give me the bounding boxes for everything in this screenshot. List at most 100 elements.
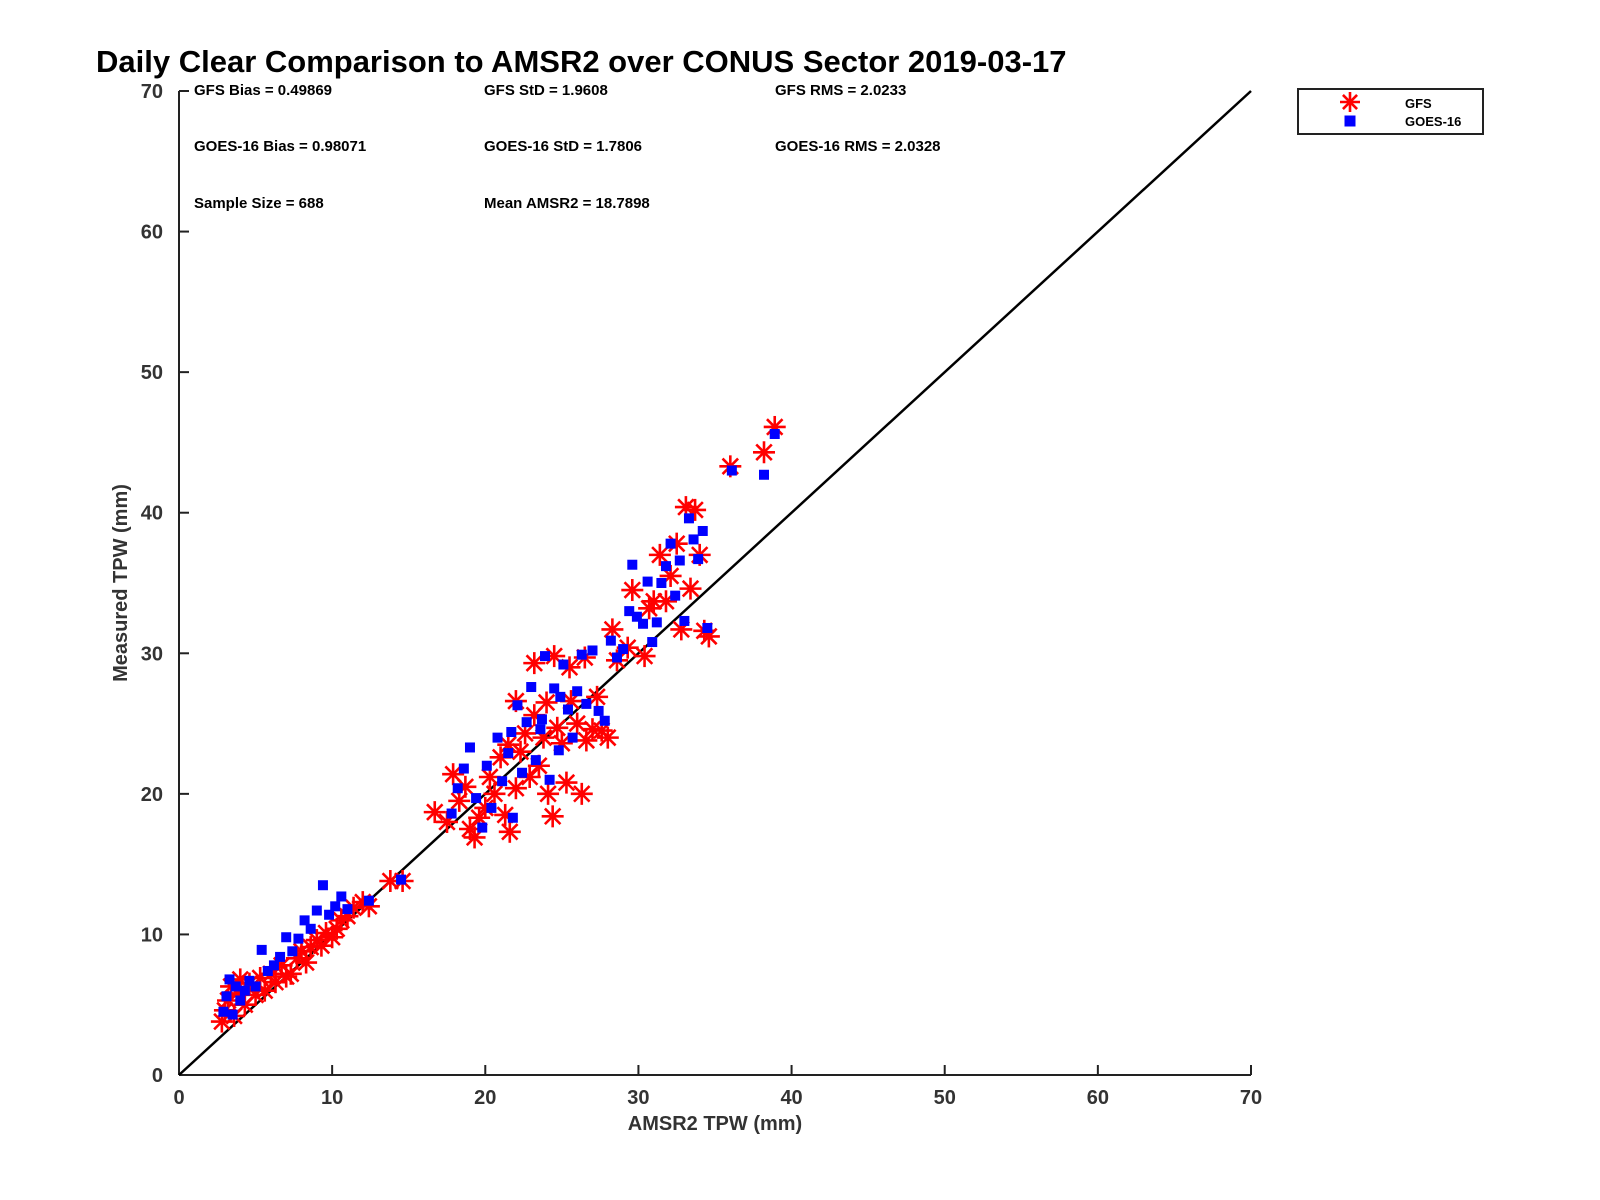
gfs-point	[566, 712, 589, 735]
x-tick-label: 10	[321, 1087, 343, 1109]
goes16-point	[275, 951, 286, 962]
goes16-point	[235, 995, 246, 1006]
gfs-point	[523, 652, 546, 675]
stat-text: GFS RMS = 2.0233	[775, 82, 906, 99]
stat-text: Mean AMSR2 = 18.7898	[484, 195, 650, 212]
goes16-point	[250, 981, 261, 992]
goes16-point	[759, 469, 770, 480]
y-tick-label: 50	[141, 362, 163, 384]
goes16-point	[665, 538, 676, 549]
gfs-point	[679, 577, 702, 600]
gfs-point	[546, 716, 569, 739]
gfs-point	[665, 532, 688, 555]
goes16-point	[492, 732, 503, 743]
goes16-point	[683, 513, 694, 524]
y-tick-label: 10	[141, 924, 163, 946]
goes16-point	[521, 717, 532, 728]
goes16-point	[281, 932, 292, 943]
x-tick-label: 50	[934, 1087, 956, 1109]
legend-asterisk	[1340, 92, 1360, 112]
goes16-point	[512, 700, 523, 711]
goes16-point	[688, 534, 699, 545]
goes16-point	[471, 793, 482, 804]
goes16-point	[452, 783, 463, 794]
gfs-point	[295, 951, 318, 974]
x-tick-label: 20	[474, 1087, 496, 1109]
goes16-point	[305, 923, 316, 934]
goes16-point	[769, 428, 780, 439]
stat-text: Sample Size = 688	[194, 195, 324, 212]
y-tick-label: 40	[141, 503, 163, 525]
gfs-point	[483, 782, 506, 805]
goes16-point	[638, 618, 649, 629]
goes16-point	[227, 1009, 238, 1020]
goes16-point	[224, 974, 235, 985]
stat-text: GOES-16 StD = 1.7806	[484, 138, 642, 155]
goes16-point	[693, 554, 704, 565]
goes16-point	[299, 915, 310, 926]
goes16-point	[230, 981, 241, 992]
goes16-point	[342, 904, 353, 915]
gfs-point	[753, 441, 776, 464]
goes16-point	[535, 724, 546, 735]
legend-box	[1297, 88, 1484, 135]
goes16-point	[540, 651, 551, 662]
goes16-point	[256, 944, 267, 955]
gfs-point	[633, 645, 656, 668]
y-tick-label: 20	[141, 784, 163, 806]
goes16-point	[464, 742, 475, 753]
gfs-point	[642, 590, 665, 613]
goes16-point	[244, 975, 255, 986]
goes16-point	[526, 682, 537, 693]
stats-block: GFS Bias = 0.49869 GFS StD = 1.9608 GFS RM…	[194, 82, 941, 212]
gfs-point	[423, 801, 446, 824]
goes16-point	[221, 991, 232, 1002]
goes16-point	[497, 776, 508, 787]
y-tick-label: 30	[141, 643, 163, 665]
goes16-point	[642, 576, 653, 587]
goes16-point	[611, 652, 622, 663]
goes16-point	[679, 615, 690, 626]
stat-text: GOES-16 RMS = 2.0328	[775, 138, 941, 155]
x-axis-title: AMSR2 TPW (mm)	[628, 1113, 802, 1135]
goes16-point	[697, 525, 708, 536]
gfs-point	[601, 618, 624, 641]
goes16-point	[477, 822, 488, 833]
goes16-point	[656, 578, 667, 588]
series-goes-16	[218, 428, 780, 1020]
goes16-point	[262, 965, 273, 976]
gfs-point	[648, 543, 671, 566]
goes16-point	[268, 960, 279, 971]
goes16-point	[670, 590, 681, 601]
goes16-point	[481, 760, 492, 771]
goes16-point	[726, 465, 737, 476]
gfs-point	[535, 691, 558, 714]
legend-gfs-marker	[1340, 92, 1360, 112]
goes16-point	[530, 755, 541, 766]
goes16-point	[558, 659, 569, 670]
goes16-point	[631, 611, 642, 622]
goes16-point	[555, 691, 566, 702]
gfs-point	[498, 820, 521, 843]
legend-goes16-label: GOES-16	[1405, 114, 1461, 129]
gfs-point	[541, 805, 564, 828]
goes16-point	[293, 933, 304, 944]
goes16-point	[336, 891, 347, 902]
goes16-point	[517, 767, 528, 778]
goes16-point	[599, 715, 610, 726]
chart-title: Daily Clear Comparison to AMSR2 over CON…	[96, 44, 1067, 79]
goes16-point	[363, 895, 374, 906]
goes16-point	[506, 727, 517, 738]
stat-text: GFS Bias = 0.49869	[194, 82, 332, 99]
goes16-point	[396, 874, 407, 885]
goes16-point	[647, 637, 658, 648]
x-tick-label: 60	[1087, 1087, 1109, 1109]
goes16-point	[587, 645, 598, 656]
goes16-point	[593, 705, 604, 716]
goes16-point	[567, 732, 578, 743]
legend: GFS GOES-16	[1297, 88, 1484, 135]
goes16-point	[702, 622, 713, 633]
goes16-point	[507, 812, 518, 823]
goes16-point	[218, 1006, 229, 1017]
goes16-point	[581, 698, 592, 709]
